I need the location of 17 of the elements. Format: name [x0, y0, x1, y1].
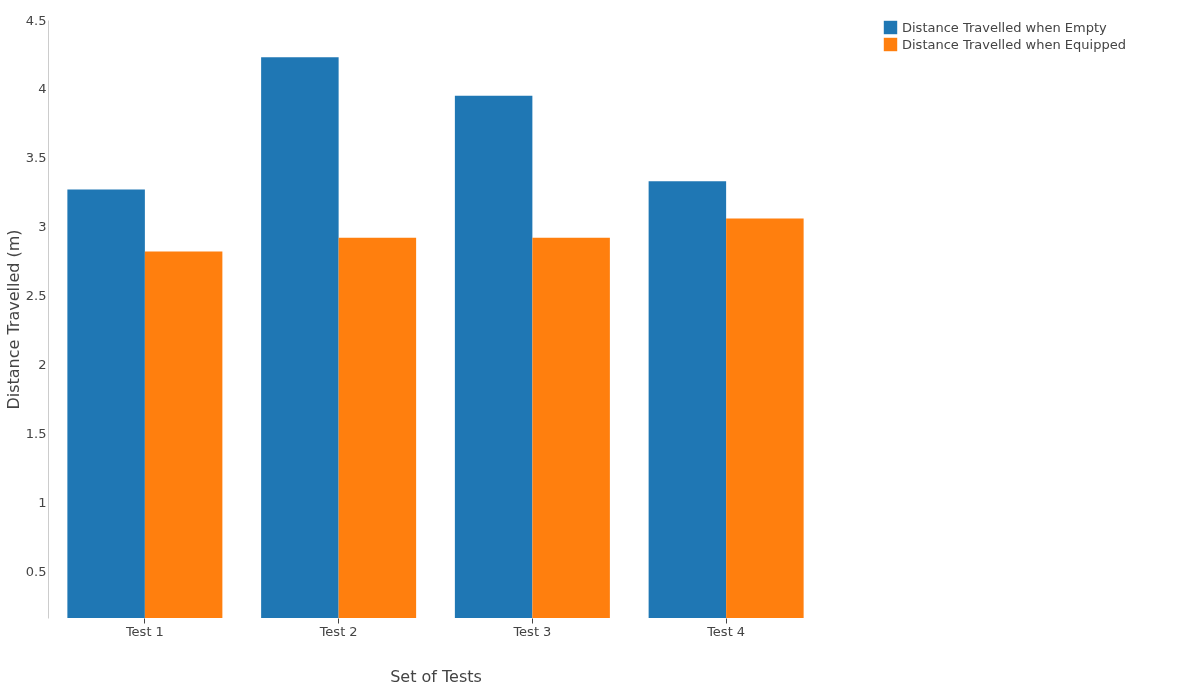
- y-tick-label: 1: [38, 494, 47, 510]
- y-tick-label: 2: [38, 356, 47, 372]
- y-tick-label: 4.5: [25, 12, 47, 28]
- y-tick-label: 2.5: [25, 288, 47, 304]
- y-tick-label: 4: [38, 81, 47, 97]
- x-tick-label: Test 2: [318, 623, 358, 639]
- x-tick-label: Test 1: [124, 623, 164, 639]
- x-axis-title: Set of Tests: [390, 666, 482, 686]
- y-tick-label: 3.5: [25, 150, 47, 166]
- x-tick-label: Test 3: [512, 623, 552, 639]
- x-tick-label: Test 4: [706, 623, 746, 639]
- y-tick-label: 1.5: [25, 425, 47, 441]
- y-tick-label: 0.5: [25, 563, 47, 579]
- legend-label: Distance Travelled when Equipped: [902, 36, 1126, 52]
- y-axis-title: Distance Travelled (m): [3, 229, 23, 410]
- legend-label: Distance Travelled when Empty: [902, 19, 1108, 35]
- y-tick-label: 3: [38, 219, 47, 235]
